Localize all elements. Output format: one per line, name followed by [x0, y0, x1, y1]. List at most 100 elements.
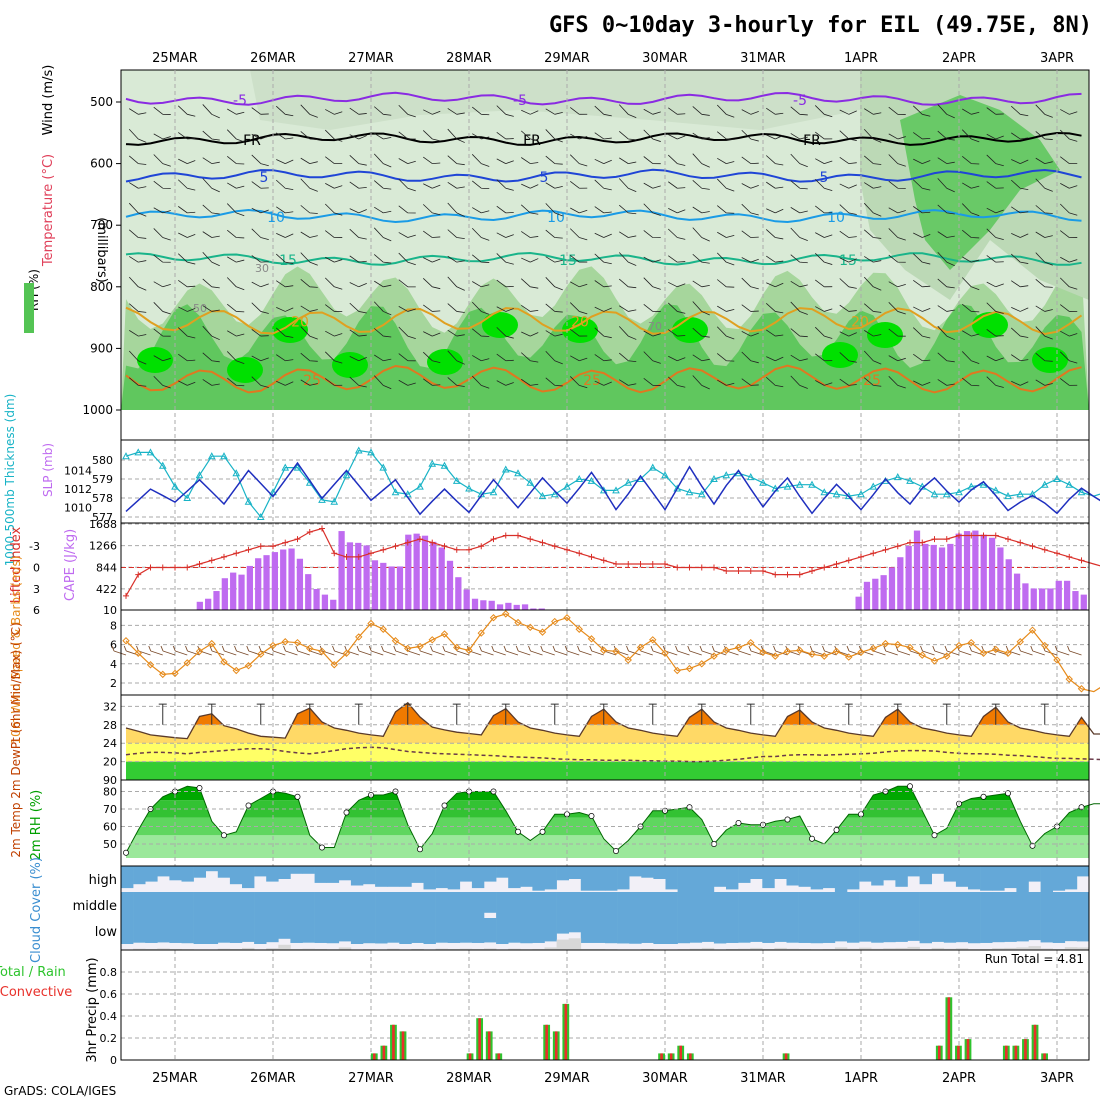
thickness-point [1028, 490, 1037, 498]
surface-wind-barb [1054, 645, 1070, 656]
wind-speed-point [502, 610, 510, 618]
wind-barb [300, 231, 318, 238]
cloud-cell-low [605, 918, 618, 944]
wind-barb [178, 206, 196, 214]
wind-barb [839, 278, 857, 289]
cloud-cell-middle [907, 892, 920, 918]
cloud-cell-low [834, 918, 848, 942]
cloud-cell-low [677, 918, 690, 944]
wind-barb [569, 154, 588, 167]
precip-bar-convective [1024, 1039, 1027, 1060]
thickness-point [256, 512, 265, 520]
wind-barb [496, 306, 514, 312]
cloud-cell-middle [556, 892, 569, 918]
cloud-cell-gap [217, 948, 231, 950]
surface-wind-barb [687, 645, 702, 656]
thickness-point [452, 476, 461, 484]
wind-barb [643, 156, 661, 165]
wind-barb [790, 207, 808, 214]
wind-barb [766, 329, 784, 337]
wind-barb [1060, 304, 1078, 312]
cloud-cell-high [1052, 866, 1066, 891]
wind-barb [398, 158, 416, 164]
cloud-cell-gap [786, 948, 799, 950]
li-point [196, 560, 203, 567]
rh-tick-label: 80 [103, 786, 117, 799]
cloud-cell-low [750, 918, 763, 942]
wind-barb [961, 229, 980, 239]
cloud-cell-middle [338, 892, 352, 918]
wind-barb [545, 182, 563, 189]
thickness-point [710, 474, 718, 482]
cloud-cell-low [653, 918, 666, 944]
temperature-contour [125, 168, 1082, 183]
wind-barb [324, 351, 343, 364]
date-label-top: 28MAR [446, 51, 492, 66]
wind-speed-point [832, 647, 841, 656]
wind-barb [765, 376, 784, 388]
precip-bar-convective [1014, 1045, 1018, 1060]
wind-barb [863, 377, 882, 387]
wind-speed-point [465, 646, 473, 655]
li-point [147, 564, 154, 571]
wind-barb [276, 159, 294, 164]
wind-barb [815, 205, 833, 214]
cloud-cell-low [169, 918, 182, 943]
cloud-cell-low [871, 918, 884, 943]
wind-speed-point [1077, 685, 1086, 693]
wind-barb [1059, 129, 1078, 142]
wind-barb [888, 281, 906, 288]
surface-wind-barb [430, 645, 445, 656]
wind-barb [667, 228, 686, 240]
cloud-cell-low [399, 918, 412, 944]
temperature-contour [125, 306, 1083, 336]
cloud-cell-middle [653, 892, 666, 918]
precip-tick-label: 0.6 [100, 988, 118, 1001]
cloud-cell-gap [798, 948, 811, 950]
pressure-tick-label: 700 [90, 218, 113, 232]
wind-barb [937, 130, 955, 141]
wind-barb [864, 256, 882, 263]
rh-point [123, 849, 129, 856]
wind-barb [619, 379, 637, 386]
cloud-cell-low [532, 918, 545, 943]
wind-barb [741, 257, 759, 263]
wind-barb [496, 232, 514, 238]
wind-barb [790, 133, 808, 140]
cloud-cell-middle [447, 892, 461, 918]
li-point [294, 536, 301, 543]
temp-minmax [305, 703, 314, 725]
wind-barb [202, 251, 220, 267]
wind-barb [643, 377, 661, 386]
wind-barb [177, 179, 196, 191]
li-point [429, 539, 436, 546]
rh-point [343, 809, 350, 816]
wind-speed-point [477, 629, 485, 637]
temp-minmax [403, 703, 412, 725]
cape-bar [1013, 573, 1021, 610]
wind-barb [863, 303, 882, 313]
li-point [282, 539, 289, 546]
wind-barb [986, 228, 1004, 241]
wind-barb [815, 380, 833, 386]
wind-barb [520, 130, 539, 141]
wind-barb [667, 302, 686, 314]
wind-barb [177, 105, 196, 117]
cloud-cell-low [447, 918, 461, 943]
wind-speed-point [857, 648, 865, 656]
li-point [723, 568, 730, 575]
surface-wind-barb [185, 645, 200, 656]
cape-bar [1072, 591, 1079, 610]
wind-barb [349, 282, 367, 288]
wind-barb [643, 351, 661, 364]
precip-axis-title: 3hr Precip (mm) [85, 957, 100, 1062]
wind-barb [937, 104, 955, 119]
cape-bar [997, 547, 1004, 610]
cloud-cell-low [314, 918, 327, 943]
rh-point [931, 832, 938, 839]
surface-wind-barb [577, 645, 592, 656]
wind-barb [472, 207, 490, 214]
thickness-point [795, 480, 804, 488]
cloud-cell-high [411, 866, 424, 883]
cloud-cell-middle [157, 892, 170, 918]
